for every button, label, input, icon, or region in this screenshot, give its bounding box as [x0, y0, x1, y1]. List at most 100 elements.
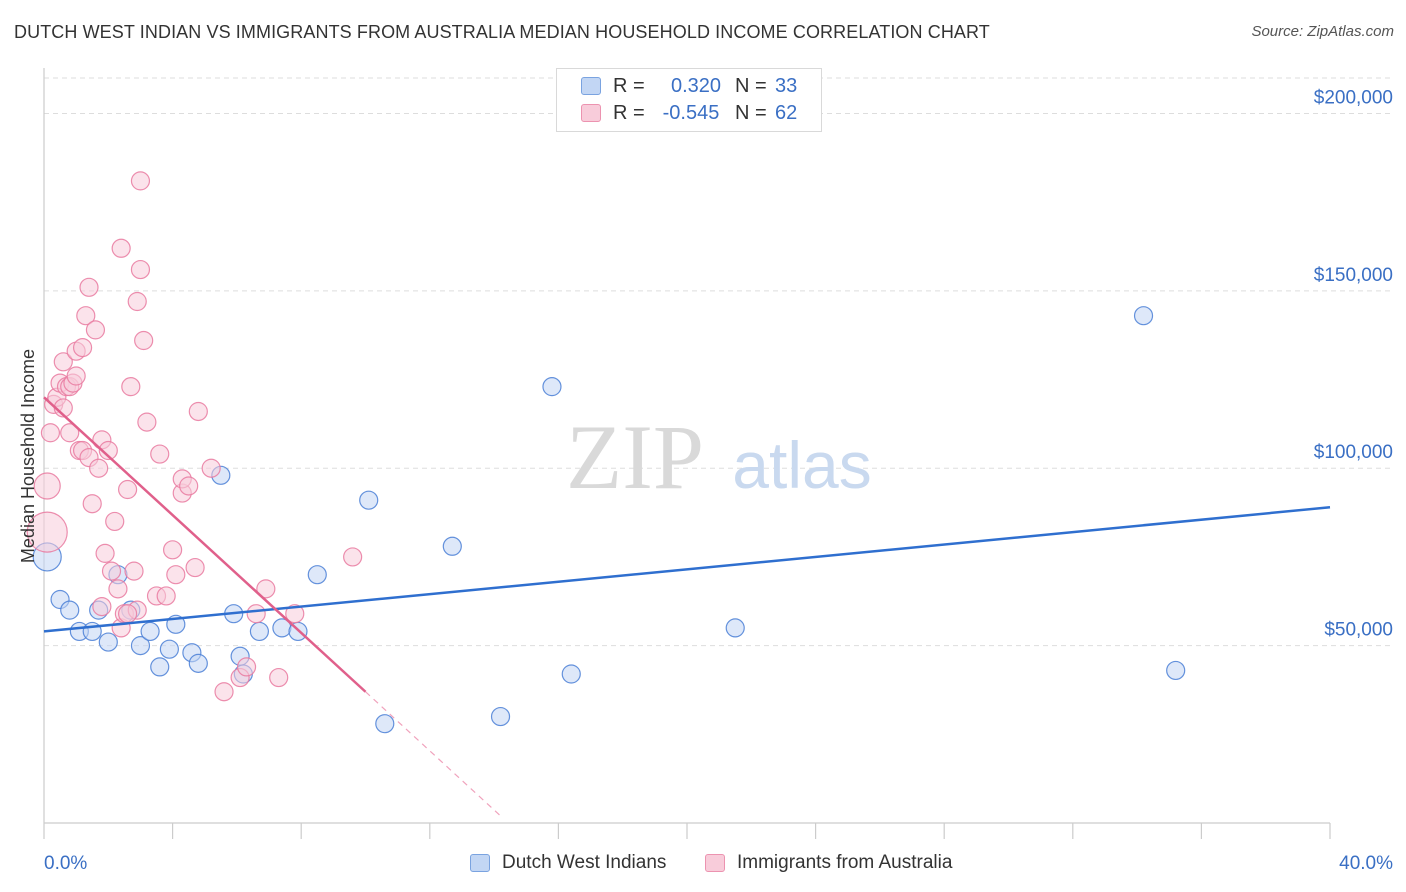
- point-immigrants-from-australia: [201, 458, 221, 478]
- point-immigrants-from-australia: [236, 657, 257, 677]
- point-immigrants-from-australia: [179, 476, 199, 496]
- y-tick-label: $100,000: [1314, 442, 1393, 463]
- y-tick-label: $150,000: [1314, 265, 1393, 286]
- point-immigrants-from-australia: [163, 540, 183, 560]
- point-dutch-west-indians: [359, 490, 379, 510]
- point-dutch-west-indians: [188, 653, 208, 673]
- point-immigrants-from-australia: [111, 238, 131, 258]
- point-immigrants-from-australia: [85, 320, 106, 340]
- x-tick-label-min: 0.0%: [44, 853, 87, 874]
- legend-swatch-immigrants-from-australia: [705, 854, 725, 872]
- y-tick-label: $50,000: [1324, 620, 1393, 641]
- point-immigrants-from-australia: [117, 479, 138, 500]
- n-label-pink: N =: [735, 101, 767, 124]
- point-immigrants-from-australia: [256, 579, 276, 599]
- n-value-pink: 62: [775, 101, 798, 124]
- point-immigrants-from-australia: [53, 352, 73, 372]
- point-immigrants-from-australia: [269, 667, 289, 688]
- legend-swatch-pink: [581, 104, 601, 122]
- point-dutch-west-indians: [159, 639, 179, 659]
- y-tick-label: $200,000: [1314, 87, 1393, 108]
- point-immigrants-from-australia: [185, 557, 205, 578]
- trend-line-immigrants-from-australia: [43, 396, 367, 693]
- point-dutch-west-indians: [1133, 306, 1154, 326]
- tick-labels: $50,000 $100,000 $150,000 $200,000 0.0% 40.0%: [44, 87, 1393, 874]
- point-dutch-west-indians: [561, 664, 581, 684]
- point-immigrants-from-australia: [82, 494, 102, 514]
- point-immigrants-from-australia: [130, 171, 151, 191]
- point-immigrants-from-australia: [26, 511, 68, 553]
- data-points: [26, 171, 1186, 734]
- gridlines: [44, 77, 1394, 647]
- point-immigrants-from-australia: [137, 412, 157, 432]
- point-immigrants-from-australia: [105, 511, 125, 532]
- point-immigrants-from-australia: [127, 291, 147, 312]
- legend-swatch-dutch-west-indians: [470, 854, 490, 872]
- legend-item-immigrants-from-australia[interactable]: Immigrants from Australia: [705, 852, 952, 874]
- legend-label-dutch-west-indians: Dutch West Indians: [502, 852, 667, 873]
- r-value-pink: -0.545: [662, 101, 720, 124]
- point-dutch-west-indians: [375, 714, 395, 734]
- point-immigrants-from-australia: [79, 277, 99, 297]
- legend-swatch-blue: [581, 77, 601, 95]
- point-immigrants-from-australia: [150, 444, 170, 464]
- point-immigrants-from-australia: [101, 561, 122, 581]
- point-immigrants-from-australia: [130, 259, 151, 280]
- point-immigrants-from-australia: [343, 547, 363, 567]
- r-value-blue: 0.320: [670, 74, 722, 97]
- point-immigrants-from-australia: [33, 472, 61, 500]
- n-label-blue: N =: [735, 74, 767, 97]
- point-immigrants-from-australia: [246, 604, 266, 624]
- point-dutch-west-indians: [150, 657, 170, 677]
- point-dutch-west-indians: [98, 632, 118, 652]
- r-label-pink: R =: [613, 101, 645, 124]
- legend-label-immigrants-from-australia: Immigrants from Australia: [737, 852, 953, 873]
- point-immigrants-from-australia: [89, 458, 109, 478]
- point-immigrants-from-australia: [72, 338, 93, 358]
- point-dutch-west-indians: [140, 621, 160, 642]
- point-immigrants-from-australia: [166, 565, 186, 585]
- stats-legend: R = 0.320 N = 33 R = -0.545 N = 62: [556, 68, 822, 132]
- point-dutch-west-indians: [725, 618, 745, 638]
- point-immigrants-from-australia: [98, 440, 118, 461]
- point-immigrants-from-australia: [108, 579, 128, 599]
- point-immigrants-from-australia: [285, 604, 305, 624]
- point-immigrants-from-australia: [76, 306, 96, 326]
- legend-item-dutch-west-indians[interactable]: Dutch West Indians: [470, 852, 666, 874]
- point-dutch-west-indians: [249, 621, 270, 642]
- point-dutch-west-indians: [490, 706, 511, 727]
- point-immigrants-from-australia: [40, 423, 61, 443]
- point-immigrants-from-australia: [117, 604, 138, 624]
- trend-lines: [43, 396, 1331, 817]
- series-legend: Dutch West Indians Immigrants from Austr…: [0, 852, 1406, 878]
- point-dutch-west-indians: [1166, 660, 1186, 681]
- point-immigrants-from-australia: [156, 586, 176, 606]
- x-tick-label-max: 40.0%: [1339, 853, 1393, 874]
- point-dutch-west-indians: [130, 636, 151, 656]
- point-immigrants-from-australia: [124, 561, 144, 581]
- point-immigrants-from-australia: [134, 330, 154, 351]
- watermark-zip: ZIP: [566, 406, 704, 508]
- watermark-atlas: atlas: [732, 428, 871, 502]
- point-dutch-west-indians: [60, 600, 80, 620]
- source-label: Source: ZipAtlas.com: [1251, 23, 1394, 40]
- n-value-blue: 33: [775, 74, 798, 97]
- point-immigrants-from-australia: [121, 377, 141, 397]
- trend-line-extension-immigrants-from-australia: [365, 691, 501, 817]
- chart-title: DUTCH WEST INDIAN VS IMMIGRANTS FROM AUS…: [14, 22, 990, 42]
- point-immigrants-from-australia: [92, 596, 112, 617]
- point-dutch-west-indians: [307, 565, 327, 585]
- point-immigrants-from-australia: [60, 423, 80, 443]
- point-immigrants-from-australia: [214, 682, 234, 702]
- point-dutch-west-indians: [542, 377, 562, 397]
- point-immigrants-from-australia: [95, 543, 115, 563]
- point-immigrants-from-australia: [66, 366, 86, 386]
- point-immigrants-from-australia: [188, 401, 208, 422]
- legend-row-pink: R = -0.545 N = 62: [581, 100, 797, 126]
- axes: [43, 68, 1331, 839]
- y-axis-label: Median Household Income: [18, 349, 38, 563]
- r-label-blue: R =: [613, 74, 645, 97]
- point-dutch-west-indians: [442, 536, 462, 556]
- legend-row-blue: R = 0.320 N = 33: [581, 73, 797, 99]
